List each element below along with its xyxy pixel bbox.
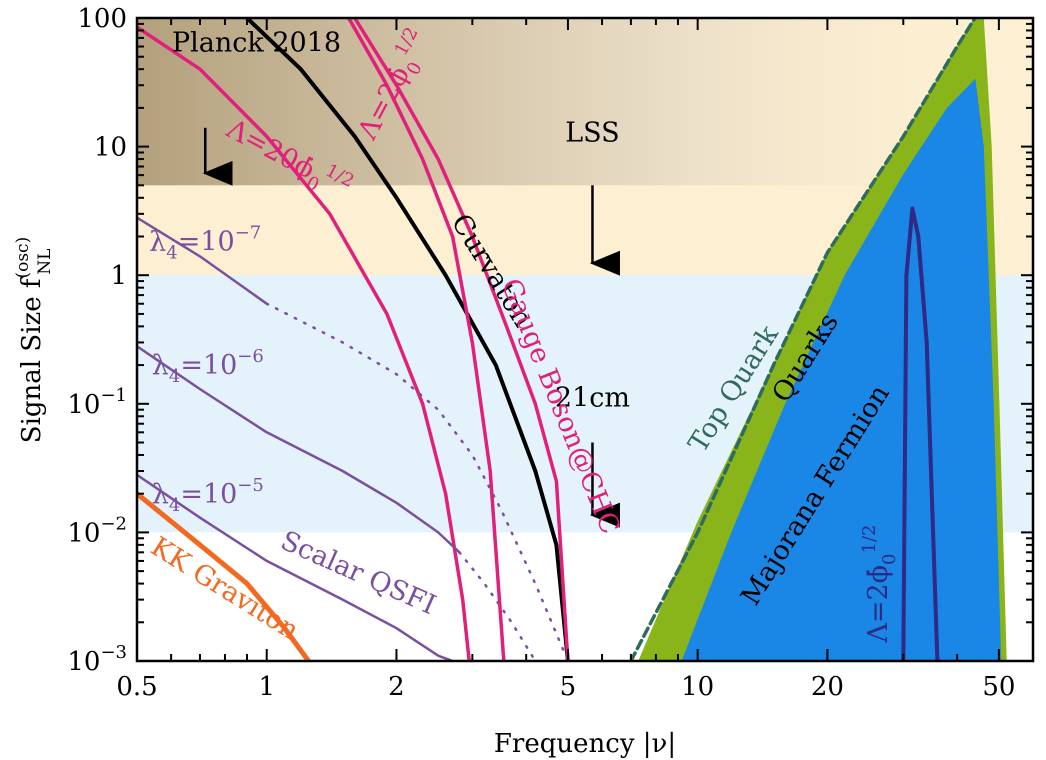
band-planck-2018 — [137, 18, 1033, 186]
series-20-0-1-2 — [137, 25, 471, 661]
arrow-label-planck-2018: Planck 2018 — [172, 27, 341, 58]
x-tick-label: 2 — [388, 672, 405, 702]
y-tick-label: 10−2 — [67, 513, 127, 548]
y-axis-title: Signal Size f(osc) NL — [13, 237, 55, 443]
y-tick-label: 1 — [110, 261, 127, 291]
series-kk-graviton — [137, 491, 311, 661]
y-tick-label: 10−1 — [67, 385, 127, 420]
series-2-0-1-2 — [346, 18, 506, 661]
label-7-10: λ4=10−7 — [149, 223, 261, 264]
series-4-10-6-dotted — [458, 551, 537, 661]
series-gauge-boson-chc — [352, 18, 570, 661]
x-tick-label: 20 — [811, 672, 844, 702]
x-axis-title: Frequency |ν| — [494, 729, 676, 759]
arrow-label-lss: LSS — [565, 117, 619, 148]
series-4-10-7-dotted — [265, 302, 570, 661]
x-tick-label: 1 — [258, 672, 275, 702]
series-scalar-qsfi — [137, 473, 454, 661]
area-majorana-fermion — [681, 78, 1002, 661]
label-5-10: λ4=10−5 — [152, 475, 264, 516]
series-2-0-1-2-majorana — [901, 206, 940, 661]
y-axis-title-sub: NL — [35, 249, 55, 275]
y-axis-title-sup: (osc) — [13, 237, 33, 279]
series-4-10-6 — [137, 345, 461, 554]
label-6-10: λ4=10−6 — [152, 346, 264, 387]
x-tick-label: 10 — [681, 672, 714, 702]
area-layer — [638, 18, 1007, 661]
y-tick-label: 10−3 — [67, 642, 127, 677]
arrow-layer: Planck 2018 LSS 21cm — [172, 27, 630, 528]
x-tick-label: 50 — [982, 672, 1015, 702]
label-2-1-2: Λ=2ϕ̇01/2 — [859, 525, 900, 644]
arrow-label-21cm: 21cm — [555, 383, 630, 414]
y-axis: 100 10 1 10−1 10−2 10−3 — [67, 4, 1033, 677]
series-4-10-7 — [137, 216, 268, 305]
series-top-quark — [629, 18, 977, 661]
x-axis: 0.5 1 2 5 10 20 50 — [116, 18, 1034, 702]
series-curvaton — [245, 18, 570, 661]
x-tick-label: 0.5 — [116, 672, 157, 702]
y-tick-label: 100 — [77, 4, 127, 34]
y-axis-title-main: Signal Size f — [17, 276, 47, 443]
plot-frame — [135, 16, 1035, 663]
x-tick-label: 5 — [560, 672, 577, 702]
series-layer — [137, 18, 977, 661]
y-tick-label: 10 — [94, 133, 127, 163]
